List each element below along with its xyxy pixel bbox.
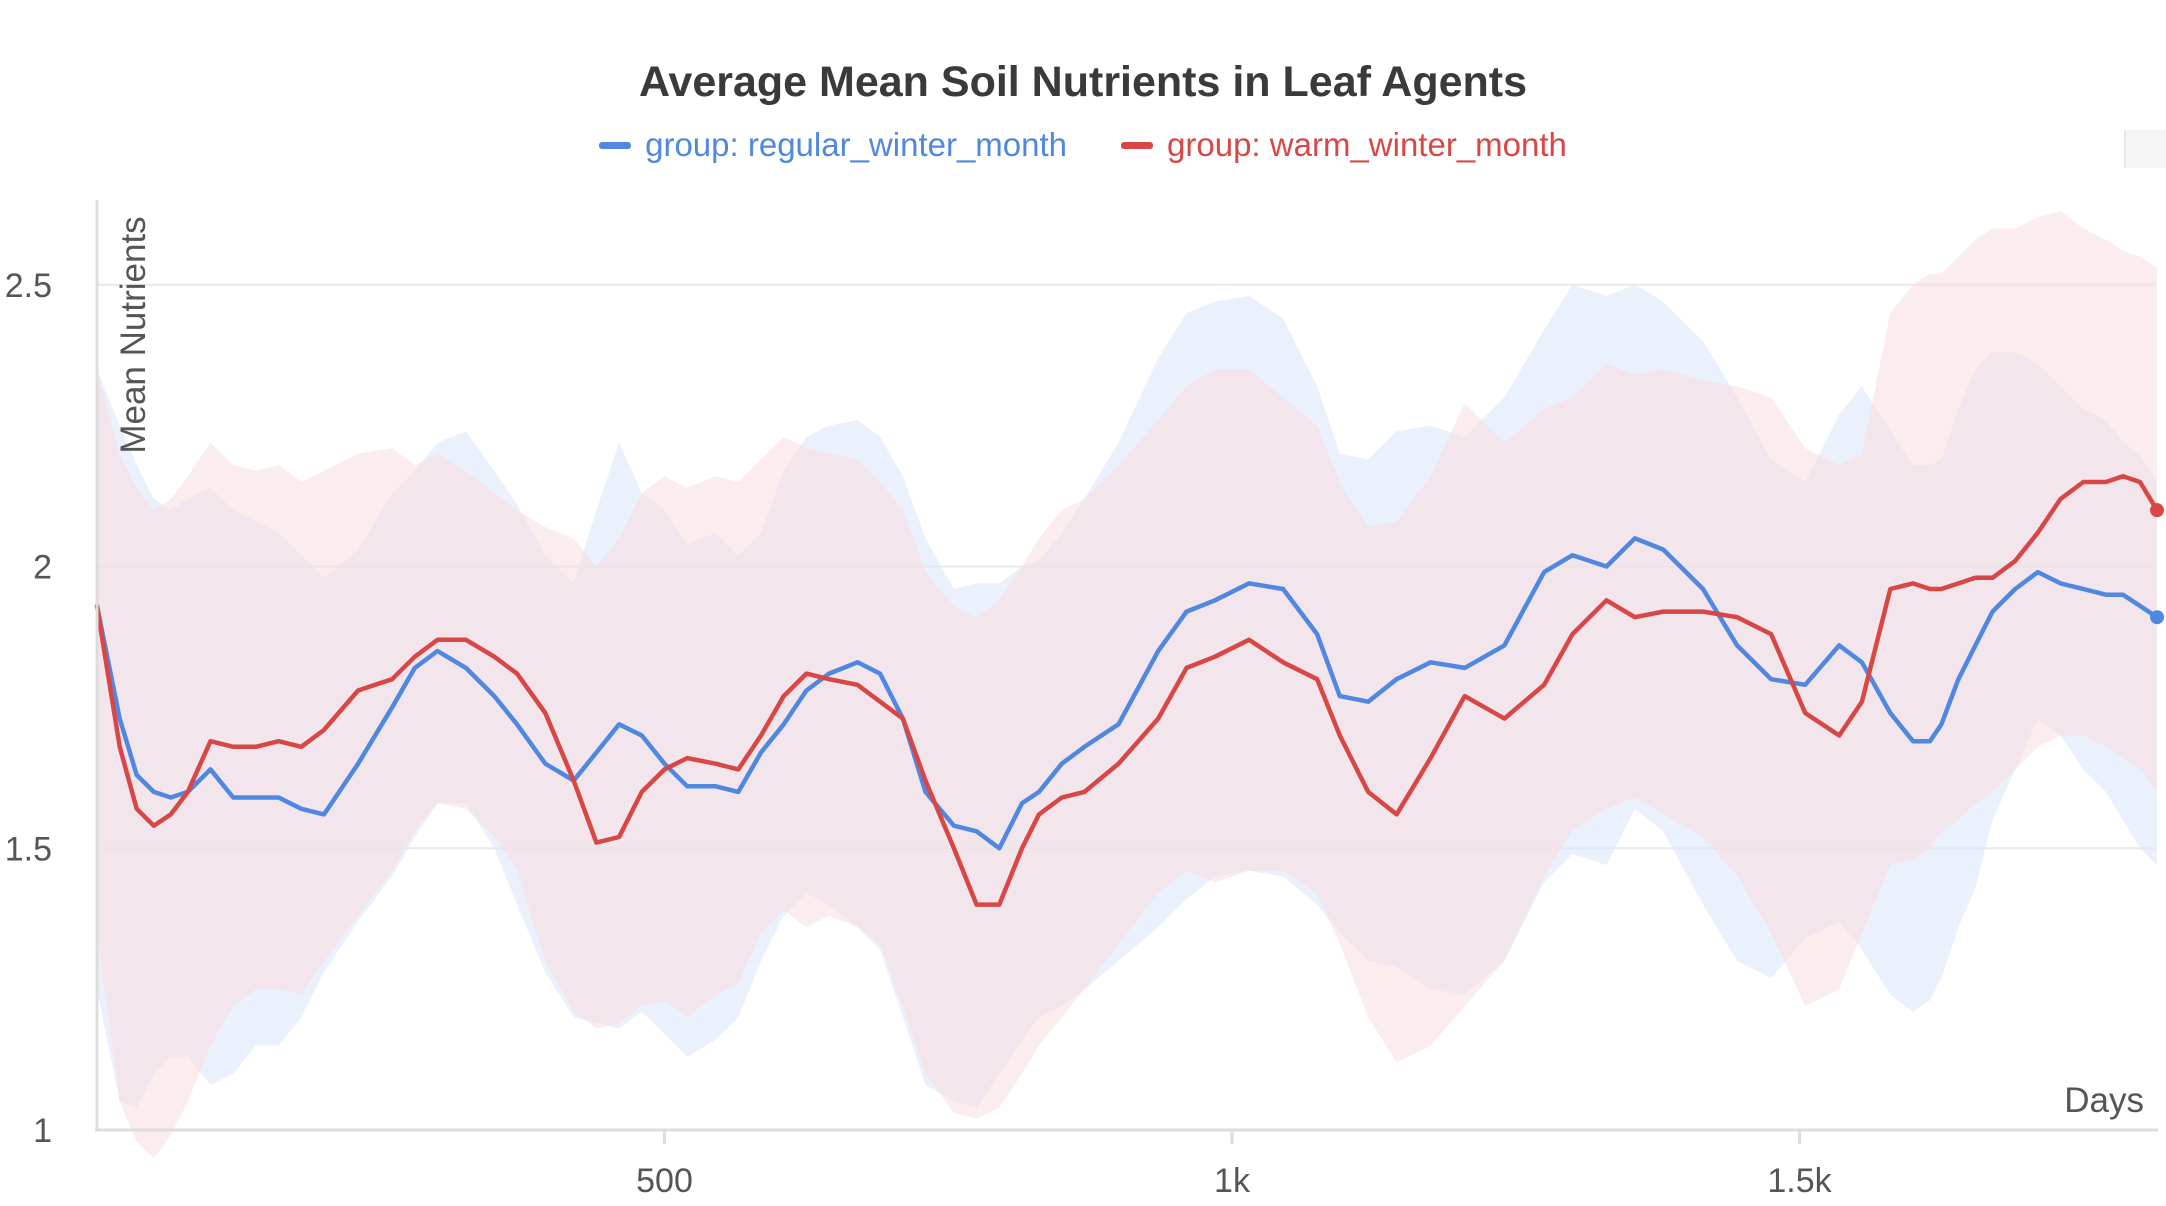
- legend-item-warm[interactable]: group: warm_winter_month: [1121, 126, 1567, 164]
- band-warm-winter: [97, 211, 2157, 1159]
- legend-label-warm: group: warm_winter_month: [1167, 126, 1567, 163]
- series-end-point-regular-winter: [2150, 610, 2165, 625]
- y-tick-label-3: 2.5: [5, 267, 52, 305]
- panel-corner-tab: [2124, 130, 2166, 168]
- x-tick-label-0: 500: [636, 1162, 693, 1200]
- y-tick-label-2: 2: [33, 549, 52, 587]
- legend-label-regular: group: regular_winter_month: [645, 126, 1068, 163]
- legend-swatch-regular: [599, 141, 632, 149]
- y-axis-title: Mean Nutrients: [114, 216, 153, 453]
- y-tick-label-0: 1: [33, 1112, 52, 1150]
- series-lines: [94, 474, 2165, 907]
- chart-title: Average Mean Soil Nutrients in Leaf Agen…: [638, 58, 1528, 106]
- y-tick-label-1: 1.5: [5, 830, 52, 868]
- series-line-warm-winter: [94, 474, 2160, 907]
- series-line-regular-winter: [94, 536, 2160, 851]
- x-tick-label-2: 1.5k: [1767, 1162, 1832, 1200]
- axes: [95, 200, 2158, 1132]
- legend-swatch-warm: [1121, 141, 1154, 149]
- legend: group: regular_winter_month group: warm_…: [0, 126, 2166, 164]
- series-end-point-warm-winter: [2150, 503, 2165, 518]
- legend-item-regular[interactable]: group: regular_winter_month: [599, 126, 1067, 164]
- confidence-bands: [97, 211, 2157, 1159]
- x-axis-title: Days: [2064, 1081, 2144, 1120]
- x-tick-label-1: 1k: [1214, 1162, 1251, 1200]
- tick-labels: 1 1.5 2 2.5 500 1k 1.5k: [5, 267, 1833, 1200]
